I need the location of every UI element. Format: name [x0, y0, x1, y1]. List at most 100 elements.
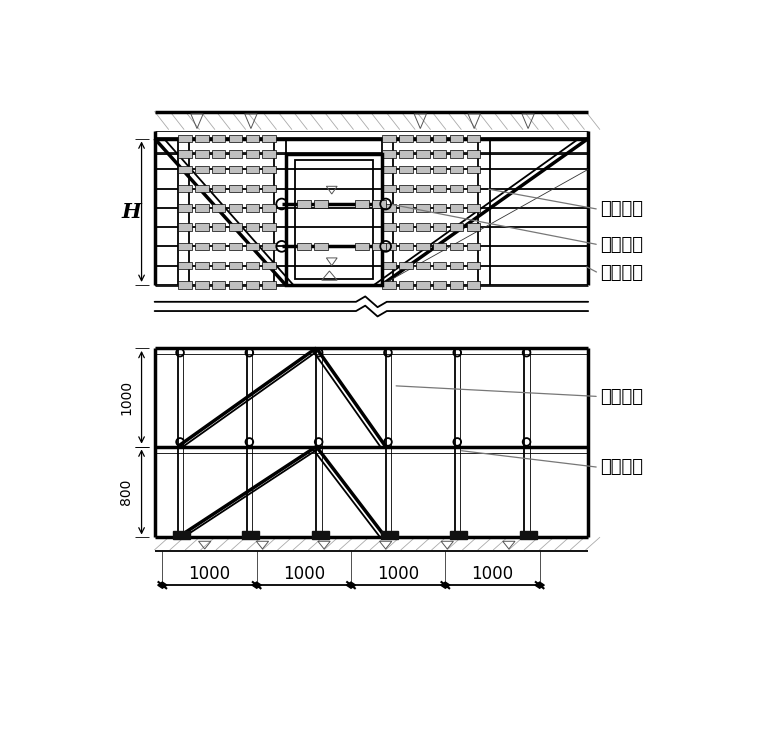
Bar	[262, 262, 277, 269]
Bar	[245, 243, 259, 250]
Bar	[262, 243, 277, 250]
Bar	[195, 135, 208, 142]
Bar	[211, 204, 226, 212]
Bar	[211, 223, 226, 231]
Bar	[286, 154, 382, 285]
Bar	[245, 135, 259, 142]
Bar	[229, 223, 242, 231]
Bar	[178, 223, 192, 231]
Bar	[432, 281, 446, 289]
Bar	[399, 243, 413, 250]
Bar	[399, 165, 413, 173]
Bar	[432, 185, 446, 193]
Bar	[399, 185, 413, 193]
Polygon shape	[252, 582, 261, 589]
Bar	[262, 165, 277, 173]
Bar	[520, 531, 537, 539]
Bar	[195, 223, 208, 231]
Bar	[314, 200, 328, 208]
Bar	[245, 262, 259, 269]
Bar	[211, 243, 226, 250]
Bar	[467, 135, 480, 142]
Bar	[245, 150, 259, 158]
Bar	[262, 135, 277, 142]
Bar	[372, 243, 385, 250]
Bar	[450, 135, 464, 142]
Bar	[467, 150, 480, 158]
Polygon shape	[347, 582, 356, 589]
Bar	[355, 200, 369, 208]
Bar	[245, 223, 259, 231]
Bar	[312, 531, 328, 539]
Bar	[467, 243, 480, 250]
Bar	[382, 135, 396, 142]
Bar	[432, 262, 446, 269]
Bar	[245, 204, 259, 212]
Bar	[450, 165, 464, 173]
Bar	[432, 204, 446, 212]
Bar	[297, 200, 311, 208]
Bar	[416, 185, 429, 193]
Text: 800: 800	[119, 479, 133, 505]
Bar	[178, 204, 192, 212]
Bar	[382, 281, 396, 289]
Polygon shape	[535, 582, 544, 589]
Bar	[382, 150, 396, 158]
Text: 对拉丝杆: 对拉丝杆	[600, 236, 644, 254]
Bar	[229, 281, 242, 289]
Bar	[399, 223, 413, 231]
Bar	[211, 135, 226, 142]
Bar	[416, 223, 429, 231]
Text: 框梁斜撑: 框梁斜撑	[600, 200, 644, 219]
Bar	[467, 262, 480, 269]
Bar	[450, 281, 464, 289]
Bar	[432, 243, 446, 250]
Bar	[382, 262, 396, 269]
Bar	[450, 262, 464, 269]
Bar	[262, 204, 277, 212]
Bar	[416, 204, 429, 212]
Polygon shape	[158, 582, 167, 589]
Bar	[195, 150, 208, 158]
Bar	[286, 154, 382, 285]
Bar	[372, 200, 385, 208]
Bar	[382, 185, 396, 193]
Text: 1000: 1000	[283, 565, 325, 583]
Text: H: H	[122, 202, 141, 222]
Text: 1000: 1000	[188, 565, 230, 583]
Bar	[211, 281, 226, 289]
Bar	[450, 204, 464, 212]
Bar	[195, 185, 208, 193]
Bar	[467, 185, 480, 193]
Text: 1000: 1000	[471, 565, 514, 583]
Bar	[432, 135, 446, 142]
Bar	[382, 165, 396, 173]
Bar	[229, 204, 242, 212]
Bar	[297, 243, 311, 250]
Bar	[399, 135, 413, 142]
Bar	[382, 243, 396, 250]
Bar	[450, 150, 464, 158]
Bar	[178, 185, 192, 193]
Bar	[416, 150, 429, 158]
Bar	[178, 135, 192, 142]
Bar	[229, 135, 242, 142]
Bar	[178, 150, 192, 158]
Text: 1000: 1000	[119, 379, 133, 415]
Bar	[399, 262, 413, 269]
Bar	[178, 262, 192, 269]
Bar	[245, 185, 259, 193]
Bar	[416, 135, 429, 142]
Text: 加固斜撑: 加固斜撑	[600, 388, 644, 405]
Text: 加固钢管: 加固钢管	[600, 264, 644, 282]
Bar	[229, 150, 242, 158]
Bar	[173, 531, 190, 539]
Bar	[450, 223, 464, 231]
Bar	[245, 165, 259, 173]
Bar	[195, 281, 208, 289]
Bar	[467, 223, 480, 231]
Bar	[195, 165, 208, 173]
Bar	[314, 243, 328, 250]
Bar	[195, 204, 208, 212]
Bar	[229, 262, 242, 269]
